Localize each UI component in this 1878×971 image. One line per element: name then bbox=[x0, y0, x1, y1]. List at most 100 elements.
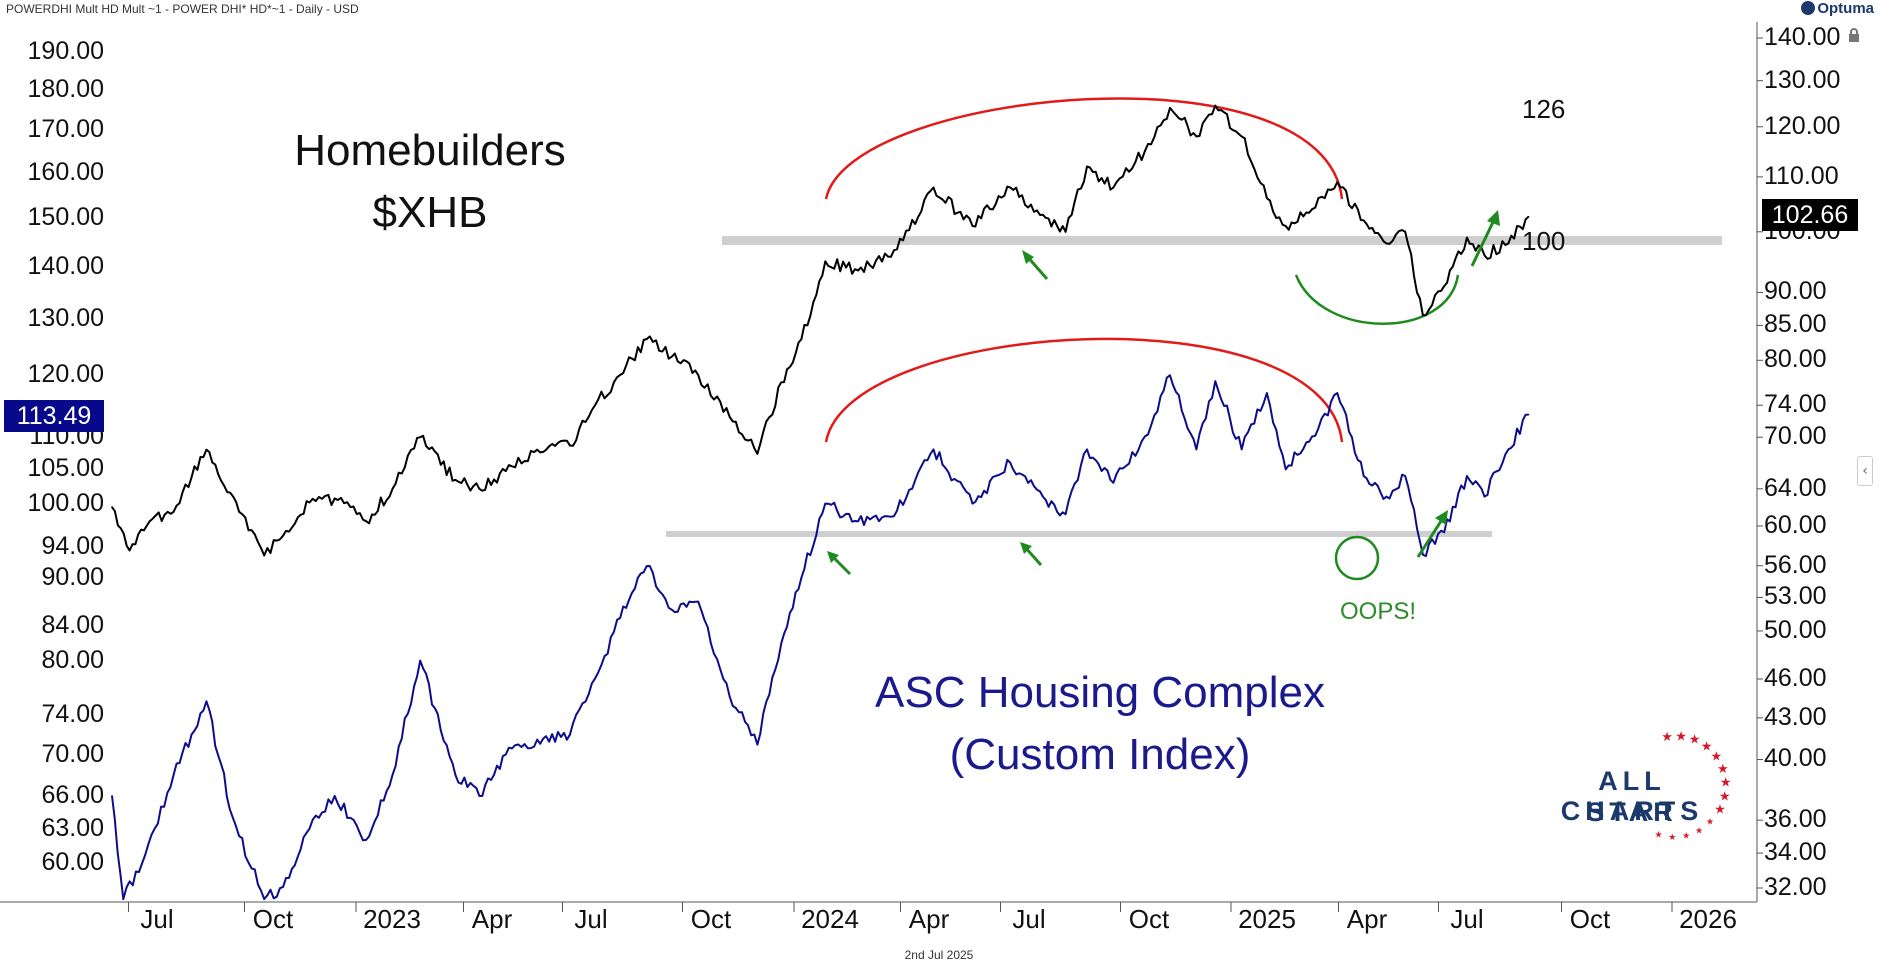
xhb-price-line bbox=[111, 104, 1530, 557]
right-tick-label: 32.00 bbox=[1764, 873, 1827, 901]
asc-data-point bbox=[308, 827, 311, 830]
right-tick-label: 74.00 bbox=[1764, 390, 1827, 419]
asc-data-point bbox=[824, 502, 827, 505]
left-tick-label: 150.00 bbox=[27, 203, 104, 232]
right-tick-label: 43.00 bbox=[1764, 702, 1827, 731]
oops-circle bbox=[1334, 535, 1380, 581]
left-tick-label: 70.00 bbox=[41, 739, 104, 768]
arrow-asc-support-2 bbox=[1020, 542, 1043, 567]
xhb-data-point bbox=[1266, 197, 1268, 199]
asc-data-point bbox=[697, 600, 699, 603]
left-tick-label: 120.00 bbox=[27, 360, 104, 389]
optuma-logo: Optuma bbox=[1801, 0, 1874, 17]
x-tick-label: 2023 bbox=[363, 904, 421, 934]
xhb-data-point bbox=[857, 269, 859, 272]
left-tick-label: 94.00 bbox=[41, 532, 104, 561]
asc-data-point bbox=[205, 700, 208, 703]
asc-data-point bbox=[1527, 413, 1530, 416]
right-tick-label: 60.00 bbox=[1764, 510, 1827, 539]
xhb-data-point bbox=[1169, 107, 1171, 109]
asc-data-point bbox=[111, 795, 113, 797]
asc-data-point bbox=[419, 659, 422, 662]
chart-header: POWERDHI Mult HD Mult ~1 - POWER DHI* HD… bbox=[6, 2, 359, 16]
rounding-top-arc-asc bbox=[824, 337, 1344, 443]
xhb-data-point bbox=[1311, 208, 1313, 210]
xhb-data-point bbox=[1086, 165, 1088, 168]
asc-data-point bbox=[728, 695, 731, 698]
xhb-data-point bbox=[671, 355, 673, 358]
left-tick-label: 100.00 bbox=[27, 488, 104, 517]
xhb-data-point bbox=[1385, 242, 1388, 245]
xhb-data-point bbox=[1009, 186, 1011, 189]
xhb-data-point bbox=[1483, 254, 1486, 257]
collapse-panel-button[interactable]: ‹ bbox=[1857, 456, 1873, 486]
xhb-title-line2: $XHB bbox=[372, 188, 488, 237]
oops-label: OOPS! bbox=[1340, 598, 1417, 625]
xhb-last-price-label: 102.66 bbox=[1762, 199, 1858, 231]
xhb-data-point bbox=[263, 554, 266, 557]
level-label-126: 126 bbox=[1522, 94, 1566, 124]
x-tick-marks bbox=[128, 37, 1763, 912]
star-icon: ★ bbox=[1720, 776, 1732, 791]
star-icon: ★ bbox=[1701, 740, 1713, 755]
xhb-data-point bbox=[1507, 242, 1510, 245]
x-tick-label: Oct bbox=[690, 904, 732, 934]
x-tick-label: Oct bbox=[1569, 904, 1611, 934]
optuma-icon bbox=[1801, 1, 1816, 15]
star-icon: ★ bbox=[1689, 733, 1701, 748]
xhb-data-point bbox=[505, 470, 507, 472]
arrow-asc-support-1 bbox=[827, 551, 852, 576]
left-tick-label: 180.00 bbox=[27, 75, 104, 104]
asc-last-price-label: 113.49 bbox=[4, 400, 104, 432]
asc-data-point bbox=[1112, 482, 1115, 484]
asc-data-point bbox=[1195, 448, 1198, 451]
asc-data-point bbox=[536, 738, 538, 741]
asc-data-point bbox=[1064, 513, 1067, 515]
star-icon: ★ bbox=[1668, 833, 1676, 843]
footer-date: 2nd Jul 2025 bbox=[904, 948, 974, 962]
left-tick-label: 63.00 bbox=[41, 813, 104, 842]
asc-data-point bbox=[619, 617, 621, 619]
x-tick-label: 2026 bbox=[1679, 904, 1737, 934]
right-tick-label: 80.00 bbox=[1764, 345, 1827, 374]
xhb-data-point bbox=[1422, 314, 1424, 317]
asc-data-point bbox=[1443, 531, 1445, 534]
star-icon: ★ bbox=[1655, 831, 1663, 841]
asc-data-point bbox=[1362, 475, 1365, 477]
x-tick-label: Apr bbox=[1346, 904, 1388, 934]
xhb-data-point bbox=[536, 448, 538, 451]
asc-data-point bbox=[172, 774, 175, 776]
right-tick-label: 85.00 bbox=[1764, 310, 1827, 339]
asc-data-point bbox=[1009, 461, 1011, 464]
xhb-data-point bbox=[728, 416, 731, 418]
rounding-bottom-arc-xhb bbox=[1294, 274, 1460, 325]
asc-data-point bbox=[333, 795, 336, 797]
support-line-asc bbox=[666, 531, 1492, 537]
lock-icon[interactable] bbox=[1847, 28, 1861, 42]
left-tick-label: 140.00 bbox=[27, 251, 104, 280]
x-tick-label: Apr bbox=[471, 904, 513, 934]
xhb-data-point bbox=[128, 549, 131, 552]
asc-data-point bbox=[1385, 495, 1388, 498]
asc-data-point bbox=[454, 774, 457, 776]
asc-data-point bbox=[122, 898, 125, 900]
right-tick-label: 50.00 bbox=[1764, 615, 1827, 644]
left-tick-label: 105.00 bbox=[27, 454, 104, 483]
xhb-data-point bbox=[756, 453, 759, 455]
xhb-data-point bbox=[391, 488, 394, 490]
x-tick-label: Jul bbox=[1450, 904, 1484, 934]
star-icon: ★ bbox=[1675, 729, 1687, 744]
star-icon: ★ bbox=[1719, 789, 1731, 804]
xhb-data-point bbox=[172, 511, 175, 513]
xhb-data-point bbox=[800, 338, 803, 340]
xhb-data-point bbox=[619, 374, 621, 376]
asc-data-point bbox=[671, 608, 673, 611]
xhb-data-point bbox=[365, 520, 367, 522]
asc-data-point bbox=[1042, 495, 1044, 498]
x-tick-label: Jul bbox=[140, 904, 174, 934]
asc-data-point bbox=[365, 839, 367, 841]
asc-data-point bbox=[780, 642, 783, 644]
asc-data-point bbox=[1169, 374, 1171, 377]
optuma-logo-text: Optuma bbox=[1817, 0, 1874, 17]
asc-data-point bbox=[505, 753, 507, 756]
